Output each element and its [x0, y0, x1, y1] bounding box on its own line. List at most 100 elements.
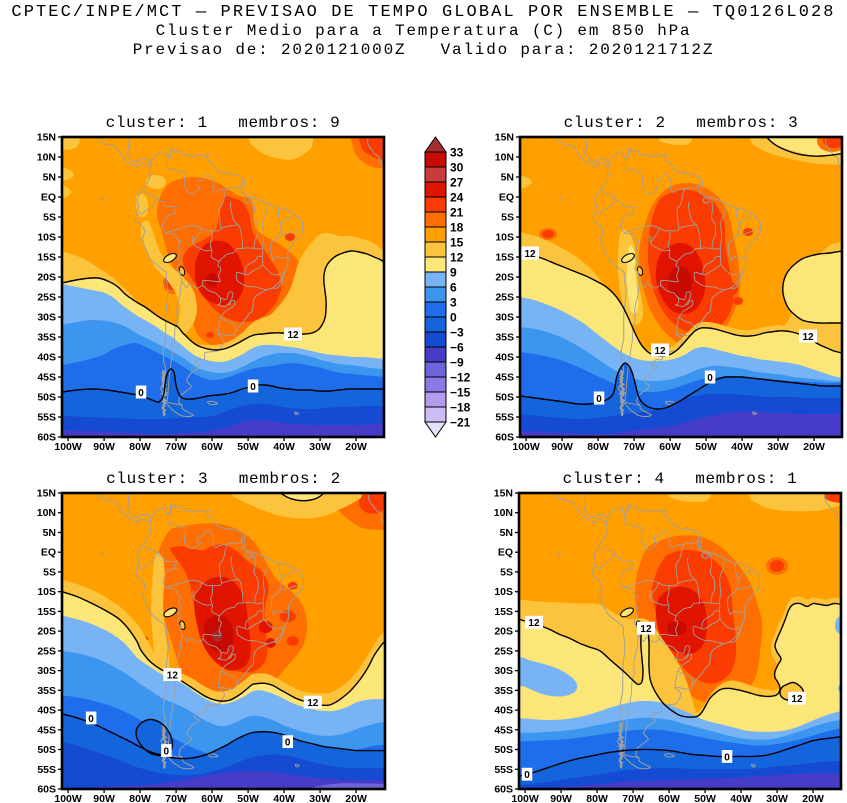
svg-text:−6: −6	[450, 341, 464, 355]
svg-text:15N: 15N	[37, 132, 56, 144]
svg-text:9: 9	[450, 266, 457, 280]
svg-text:40S: 40S	[37, 705, 56, 717]
svg-text:100W: 100W	[54, 793, 82, 803]
svg-text:55S: 55S	[494, 764, 513, 776]
svg-text:50W: 50W	[237, 793, 259, 803]
svg-text:5N: 5N	[501, 172, 514, 184]
svg-text:60S: 60S	[37, 432, 56, 444]
svg-text:25S: 25S	[495, 292, 514, 304]
svg-text:60W: 60W	[201, 793, 223, 803]
svg-text:50W: 50W	[695, 441, 717, 453]
svg-text:25S: 25S	[37, 645, 56, 657]
svg-text:12: 12	[802, 332, 814, 343]
svg-text:35S: 35S	[494, 685, 513, 697]
svg-text:24: 24	[450, 191, 464, 205]
svg-text:20S: 20S	[37, 626, 56, 638]
svg-text:30: 30	[450, 161, 464, 175]
svg-text:80W: 80W	[129, 441, 151, 453]
svg-text:90W: 90W	[93, 793, 115, 803]
svg-text:90W: 90W	[93, 441, 115, 453]
svg-text:−21: −21	[450, 416, 471, 430]
svg-text:EQ: EQ	[498, 547, 513, 559]
svg-text:15N: 15N	[495, 132, 514, 144]
svg-text:5S: 5S	[43, 566, 56, 578]
svg-text:25S: 25S	[37, 292, 56, 304]
svg-text:12: 12	[450, 251, 464, 265]
svg-text:0: 0	[596, 394, 602, 405]
svg-text:0: 0	[707, 373, 713, 384]
svg-text:−9: −9	[450, 356, 464, 370]
svg-text:50S: 50S	[494, 744, 513, 756]
svg-text:30W: 30W	[309, 441, 331, 453]
svg-text:12: 12	[528, 618, 540, 629]
svg-text:0: 0	[138, 388, 144, 399]
svg-text:5S: 5S	[500, 566, 513, 578]
svg-text:30W: 30W	[309, 793, 331, 803]
svg-text:40S: 40S	[495, 352, 514, 364]
svg-text:10N: 10N	[495, 152, 514, 164]
svg-text:0: 0	[450, 311, 457, 325]
svg-text:0: 0	[250, 382, 256, 393]
svg-text:90W: 90W	[551, 441, 573, 453]
svg-text:70W: 70W	[165, 441, 187, 453]
svg-text:0: 0	[88, 714, 94, 725]
svg-text:15S: 15S	[495, 252, 514, 264]
svg-text:15: 15	[450, 236, 464, 250]
svg-text:10S: 10S	[37, 232, 56, 244]
svg-text:10N: 10N	[494, 507, 513, 519]
svg-text:−18: −18	[450, 401, 471, 415]
svg-text:10S: 10S	[494, 586, 513, 598]
svg-text:60S: 60S	[495, 432, 514, 444]
svg-text:50S: 50S	[37, 744, 56, 756]
svg-text:20S: 20S	[494, 626, 513, 638]
svg-text:45S: 45S	[37, 724, 56, 736]
svg-text:25S: 25S	[494, 645, 513, 657]
svg-text:45S: 45S	[495, 372, 514, 384]
svg-text:0: 0	[524, 770, 530, 781]
svg-text:12: 12	[167, 671, 179, 682]
svg-text:−12: −12	[450, 371, 471, 385]
svg-text:12: 12	[791, 694, 803, 705]
svg-text:30W: 30W	[767, 441, 789, 453]
svg-text:50W: 50W	[237, 441, 259, 453]
svg-text:70W: 70W	[622, 793, 644, 803]
svg-text:30S: 30S	[37, 665, 56, 677]
svg-text:5N: 5N	[43, 527, 56, 539]
svg-text:10N: 10N	[37, 507, 56, 519]
svg-text:EQ: EQ	[41, 547, 56, 559]
svg-text:15N: 15N	[37, 488, 56, 500]
svg-text:55S: 55S	[495, 412, 514, 424]
svg-text:20W: 20W	[803, 441, 825, 453]
svg-text:5S: 5S	[43, 212, 56, 224]
svg-text:20S: 20S	[495, 272, 514, 284]
svg-text:20W: 20W	[345, 793, 367, 803]
svg-text:40W: 40W	[273, 793, 295, 803]
svg-text:10S: 10S	[495, 232, 514, 244]
svg-text:15N: 15N	[494, 488, 513, 500]
svg-text:5N: 5N	[43, 172, 56, 184]
svg-text:70W: 70W	[623, 441, 645, 453]
svg-text:10S: 10S	[37, 586, 56, 598]
svg-text:10N: 10N	[37, 152, 56, 164]
svg-text:12: 12	[287, 330, 299, 341]
svg-text:12: 12	[307, 698, 319, 709]
svg-text:60S: 60S	[37, 784, 56, 796]
svg-text:21: 21	[450, 206, 464, 220]
svg-text:0: 0	[285, 738, 291, 749]
svg-text:18: 18	[450, 221, 464, 235]
svg-text:0: 0	[164, 747, 170, 758]
svg-text:30S: 30S	[495, 312, 514, 324]
svg-text:35S: 35S	[37, 685, 56, 697]
svg-text:60W: 60W	[658, 793, 680, 803]
svg-text:45S: 45S	[37, 372, 56, 384]
svg-text:55S: 55S	[37, 764, 56, 776]
svg-text:15S: 15S	[37, 606, 56, 618]
svg-text:30S: 30S	[494, 665, 513, 677]
svg-text:100W: 100W	[54, 441, 82, 453]
svg-text:5N: 5N	[500, 527, 513, 539]
svg-text:40S: 40S	[37, 352, 56, 364]
svg-text:55S: 55S	[37, 412, 56, 424]
svg-text:12: 12	[524, 249, 536, 260]
svg-text:6: 6	[450, 281, 457, 295]
svg-text:40W: 40W	[731, 441, 753, 453]
